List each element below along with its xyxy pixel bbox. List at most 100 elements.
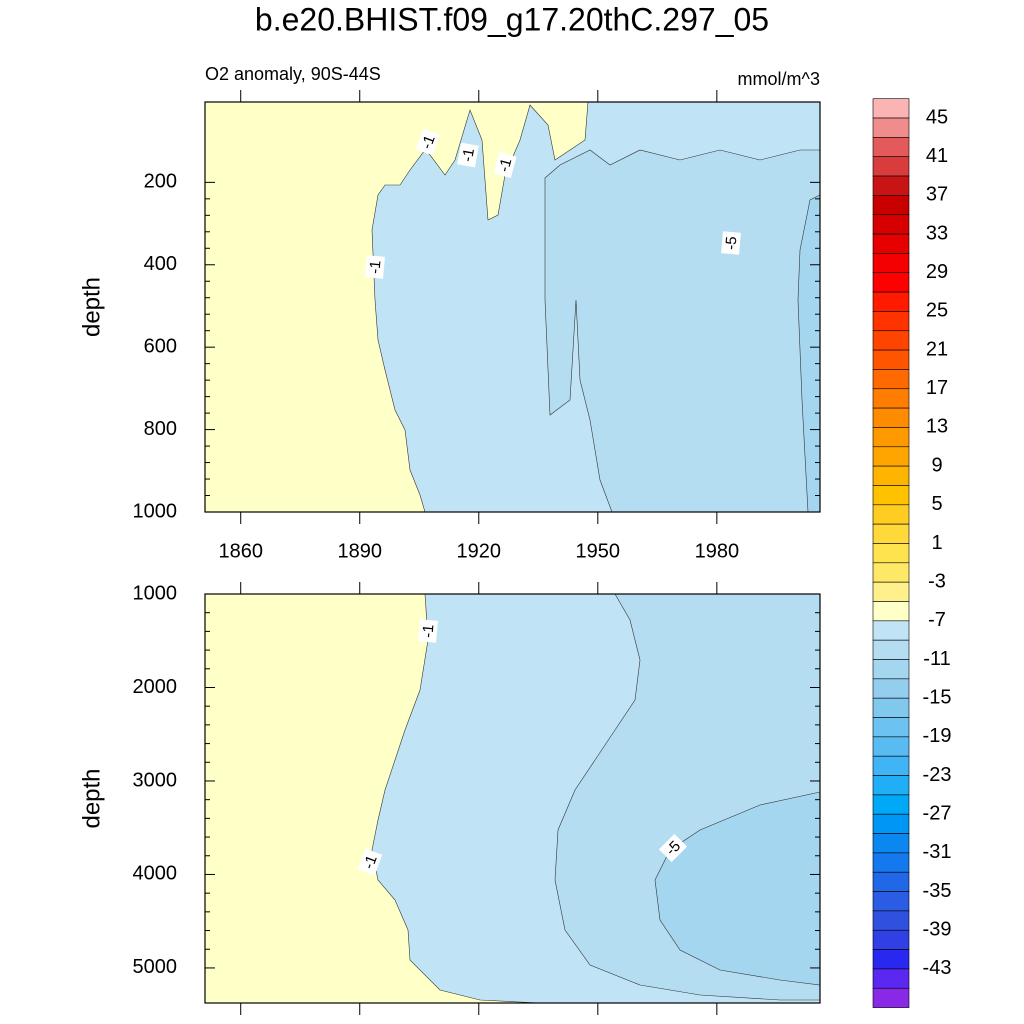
- colorbar-box: [872, 755, 910, 776]
- contour-label-box: [418, 619, 438, 643]
- colorbar-box: [872, 543, 910, 564]
- chart-title: b.e20.BHIST.f09_g17.20thC.297_05: [255, 1, 769, 37]
- colorbar-box: [872, 407, 910, 428]
- contour-label: -5: [658, 833, 688, 863]
- colorbar-label: 37: [926, 184, 948, 206]
- colorbar-box: [872, 311, 910, 332]
- contour-label: -5: [721, 231, 741, 255]
- x-tick-label: 1950: [576, 540, 621, 562]
- colorbar-box: [872, 156, 910, 177]
- plot-frame: [204, 101, 821, 513]
- colorbar-box: [872, 117, 910, 138]
- colorbar-box: [872, 253, 910, 274]
- colorbar-label: 5: [931, 493, 942, 515]
- x-tick-label: 1860: [218, 540, 263, 562]
- colorbar-box: [872, 968, 910, 989]
- y-tick-label: 5000: [133, 956, 178, 978]
- contour-label: -1: [415, 128, 441, 156]
- colorbar-box: [872, 620, 910, 641]
- colorbar-box: [872, 910, 910, 931]
- colorbar-box: [872, 98, 910, 119]
- y-tick-label: 4000: [133, 863, 178, 885]
- colorbar-label: 41: [926, 145, 948, 167]
- contour-label-box: [493, 152, 517, 178]
- subtitle: O2 anomaly, 90S-44S: [205, 64, 381, 84]
- colorbar-box: [872, 639, 910, 660]
- contour-label-text: -1: [459, 147, 478, 163]
- y-tick-label: 1000: [133, 582, 178, 604]
- colorbar-box: [872, 137, 910, 158]
- colorbar-box: [872, 523, 910, 544]
- contour-label-text: -1: [418, 133, 439, 151]
- colorbar-label: -35: [923, 880, 952, 902]
- colorbar-box: [872, 446, 910, 467]
- y-tick-label: 400: [144, 253, 177, 275]
- colorbar-box: [872, 465, 910, 486]
- colorbar-box: [872, 485, 910, 506]
- plot-frame: [204, 593, 821, 1004]
- colorbar-box: [872, 929, 910, 950]
- colorbar-box: [872, 349, 910, 370]
- colorbar-box: [872, 678, 910, 699]
- colorbar-label: 9: [931, 454, 942, 476]
- colorbar-label: 17: [926, 377, 948, 399]
- colorbar-box: [872, 195, 910, 216]
- y-axis-title: depth: [78, 277, 105, 337]
- colorbar-box: [872, 775, 910, 796]
- contour-label: -1: [357, 848, 383, 876]
- contour-label-box: [457, 142, 479, 168]
- colorbar-box: [872, 427, 910, 448]
- contour-label-text: -1: [419, 624, 437, 639]
- colorbar-label: -11: [923, 648, 950, 670]
- colorbar-box: [872, 562, 910, 583]
- colorbar-box: [872, 871, 910, 892]
- y-tick-label: 1000: [133, 500, 178, 522]
- colorbar-box: [872, 987, 910, 1008]
- colorbar-label: -31: [923, 841, 952, 863]
- x-tick-label: 1980: [695, 540, 740, 562]
- contour-region: [654, 791, 821, 986]
- colorbar-box: [872, 214, 910, 235]
- colorbar-label: 21: [926, 338, 948, 360]
- colorbar-box: [872, 581, 910, 602]
- y-tick-label: 2000: [133, 676, 178, 698]
- contour-label-box: [357, 848, 383, 876]
- contour-label: -1: [418, 619, 438, 643]
- contour-label-box: [658, 833, 688, 863]
- colorbar-box: [872, 330, 910, 351]
- colorbar-box: [872, 736, 910, 757]
- colorbar-box: [872, 601, 910, 622]
- contour-label: -1: [493, 152, 517, 178]
- colorbar-label: -19: [923, 725, 952, 747]
- y-tick-label: 3000: [133, 769, 178, 791]
- colorbar-box: [872, 833, 910, 854]
- contour-label-text: -1: [496, 156, 516, 173]
- units: mmol/m^3: [738, 69, 820, 89]
- colorbar-box: [872, 504, 910, 525]
- contour-label-text: -1: [360, 853, 381, 871]
- colorbar-label: -15: [923, 686, 952, 708]
- x-tick-label: 1920: [457, 540, 502, 562]
- colorbar-box: [872, 891, 910, 912]
- colorbar-label: 29: [926, 261, 948, 283]
- colorbar-box: [872, 949, 910, 970]
- colorbar-label: 1: [931, 532, 942, 554]
- y-axis-title: depth: [78, 768, 105, 828]
- colorbar-box: [872, 659, 910, 680]
- colorbar-label: -3: [928, 570, 946, 592]
- colorbar-box: [872, 175, 910, 196]
- colorbar-label: -43: [923, 957, 952, 979]
- colorbar-box: [872, 233, 910, 254]
- colorbar-box: [872, 852, 910, 873]
- contour-label-box: [415, 128, 441, 156]
- colorbar-box: [872, 272, 910, 293]
- contour-label-box: [365, 255, 385, 279]
- colorbar-label: 13: [926, 416, 948, 438]
- colorbar-label: -23: [923, 764, 952, 786]
- contour-label: -1: [457, 142, 479, 168]
- colorbar-box: [872, 813, 910, 834]
- colorbar-label: 45: [926, 106, 948, 128]
- y-tick-label: 800: [144, 418, 177, 440]
- x-tick-label: 1890: [337, 540, 382, 562]
